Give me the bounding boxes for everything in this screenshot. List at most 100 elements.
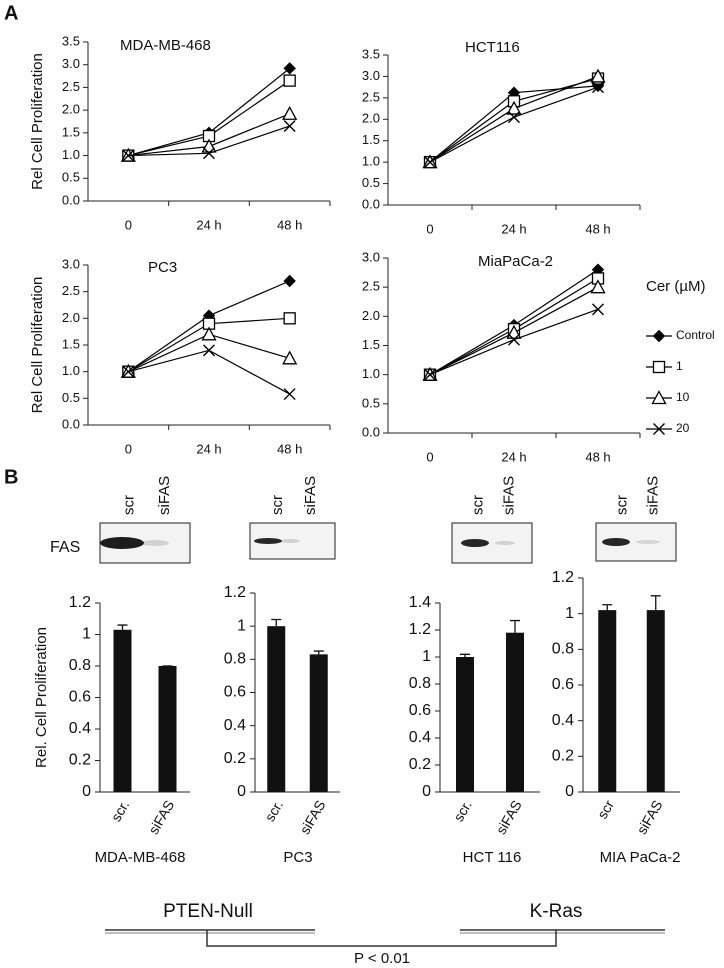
error-bar [602, 604, 613, 611]
y-tick-label: 0.6 [409, 702, 431, 719]
bar [158, 666, 177, 792]
y-tick-label: 0.4 [552, 712, 574, 729]
x-axis-label: PC3 [283, 849, 312, 866]
error-bar [650, 595, 661, 611]
y-tick-label: 1.4 [409, 594, 431, 611]
marker [592, 81, 604, 94]
y-tick-label: 0.8 [409, 675, 431, 692]
y-tick-label: 0.6 [69, 689, 91, 706]
error-bar [460, 653, 470, 657]
y-tick-label: 0.8 [552, 641, 574, 658]
y-tick-label: 1.5 [62, 124, 80, 139]
lane-label: scr [121, 495, 138, 515]
y-tick-label: 3.5 [62, 33, 80, 48]
y-tick-label: 1 [237, 617, 246, 634]
y-axis-label: Rel Cell Proliferation [29, 53, 46, 190]
marker [590, 279, 606, 294]
marker [282, 105, 298, 120]
marker [282, 350, 298, 365]
x-axis-label: MIA PaCa-2 [600, 849, 681, 866]
y-tick-label: 1.0 [362, 154, 380, 169]
y-tick-label: 2.0 [362, 111, 380, 126]
marker [203, 147, 215, 160]
y-tick-label: 3.0 [62, 256, 80, 271]
y-tick-label: 0.2 [552, 748, 574, 765]
marker [506, 100, 522, 115]
error-bar [271, 618, 282, 627]
blot-band [636, 540, 660, 544]
chart-title: HCT116 [465, 39, 520, 56]
y-tick-label: 2.5 [62, 79, 80, 94]
y-tick-label: 3.0 [362, 249, 380, 264]
y-tick-label: 0.4 [409, 729, 431, 746]
marker [283, 62, 296, 75]
x-axis-label: MDA-MB-468 [95, 849, 186, 866]
blot-band [602, 538, 630, 546]
y-tick-label: 0.2 [69, 752, 91, 769]
y-tick-label: 0.5 [362, 395, 380, 410]
y-tick-label: 0.5 [362, 175, 380, 190]
y-tick-label: 0.0 [362, 196, 380, 211]
y-tick-label: 2.0 [62, 310, 80, 325]
bar-chart: 0 0.2 0.4 0.6 0.8 1 1.2 scr. siFAS MDA-MB-468 Rel.… [33, 594, 190, 866]
y-tick-label: 3.0 [362, 68, 380, 83]
y-tick-label: 1.5 [362, 337, 380, 352]
y-tick-label: 2.5 [62, 283, 80, 298]
panel-label: A [4, 2, 18, 24]
x-tick-label: 0 [125, 217, 132, 232]
y-tick-label: 0.8 [224, 651, 246, 668]
marker [283, 74, 296, 87]
y-tick-label: 3.0 [62, 56, 80, 71]
legend-title: Cer (µM) [646, 278, 705, 295]
blot-band [100, 537, 144, 549]
y-tick-label: 0.5 [62, 170, 80, 185]
marker [283, 312, 296, 325]
y-tick-label: 2.0 [62, 102, 80, 117]
lane-label: siFAS [302, 476, 319, 515]
y-tick-label: 1.0 [62, 363, 80, 378]
y-tick-label: 0.4 [224, 717, 246, 734]
y-tick-label: 0 [237, 783, 246, 800]
bracket [206, 930, 557, 947]
x-tick-label: siFAS [145, 797, 177, 837]
x-tick-label: 48 h [277, 217, 302, 232]
marker [201, 138, 217, 153]
y-tick-label: 0.0 [362, 424, 380, 439]
y-tick-label: 0.2 [409, 756, 431, 773]
x-tick-label: 24 h [196, 441, 221, 456]
marker [424, 156, 436, 169]
group-bracket [105, 929, 665, 947]
y-tick-label: 1.5 [62, 336, 80, 351]
x-tick-label: 24 h [501, 221, 526, 236]
y-tick-label: 0.4 [69, 720, 91, 737]
group-label: PTEN-Null [163, 901, 253, 922]
y-tick-label: 1 [565, 605, 574, 622]
marker [424, 368, 436, 381]
legend-label: 20 [676, 421, 690, 435]
y-tick-label: 1.2 [409, 621, 431, 638]
marker [283, 274, 296, 288]
legend-label: 10 [676, 390, 690, 404]
marker [653, 423, 665, 435]
x-tick-label: 24 h [196, 217, 221, 232]
x-tick-label: 48 h [277, 441, 302, 456]
y-tick-label: 1.2 [69, 594, 91, 611]
y-tick-label: 1.0 [362, 366, 380, 381]
marker [122, 149, 135, 162]
line-chart: 0.0 0.5 1.0 1.5 2.0 2.5 3.0 0 24 h 48 h MiaPaCa-2 C… [362, 249, 715, 464]
lane-label: siFAS [156, 476, 173, 515]
y-tick-label: 1 [82, 626, 91, 643]
bar [113, 629, 132, 792]
marker [506, 324, 522, 339]
bar [646, 610, 665, 792]
marker [508, 333, 520, 346]
x-axis-label: HCT 116 [463, 849, 522, 866]
y-tick-label: 1.2 [224, 584, 246, 601]
lane-label: scr [469, 495, 486, 515]
y-tick-label: 0.2 [224, 750, 246, 767]
y-tick-label: 3.5 [362, 46, 380, 61]
blot: scr siFAS [595, 476, 677, 562]
bar [506, 632, 524, 792]
blot: scr siFAS [451, 476, 533, 564]
marker [508, 111, 520, 124]
